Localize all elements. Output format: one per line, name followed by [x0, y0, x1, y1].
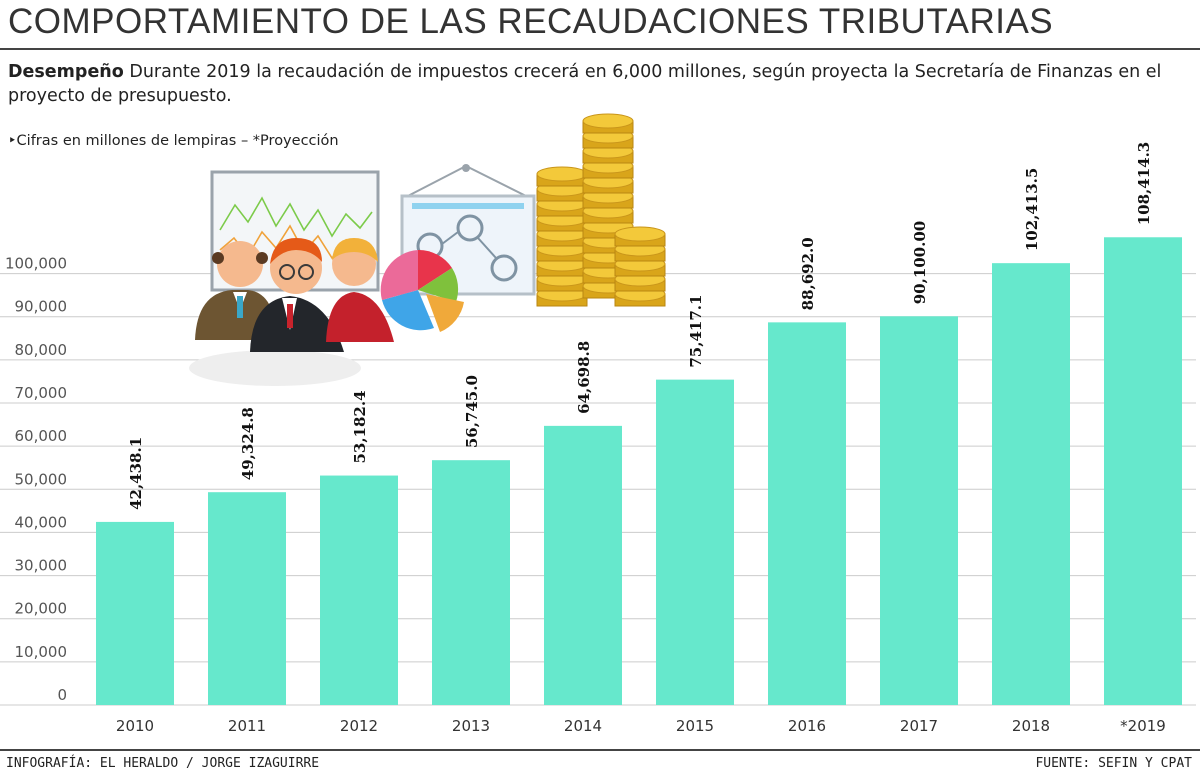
value-label: 56,745.0 [463, 375, 481, 448]
value-label: 49,324.8 [239, 407, 257, 480]
illustration [189, 113, 666, 386]
x-tick-label: 2017 [900, 717, 938, 735]
y-tick-label: 60,000 [15, 427, 68, 445]
value-label: 90,100.00 [911, 221, 929, 305]
y-tick-label: 80,000 [15, 341, 68, 359]
y-tick-label: 90,000 [15, 298, 68, 316]
value-label: 53,182.4 [351, 390, 369, 463]
description: Desempeño Durante 2019 la recaudación de… [8, 60, 1196, 108]
y-tick-label: 30,000 [15, 557, 68, 575]
y-tick-label: 0 [57, 686, 67, 704]
value-label: 88,692.0 [799, 237, 817, 310]
footer-divider [0, 749, 1200, 751]
bar [320, 475, 398, 705]
y-tick-label: 20,000 [15, 600, 68, 618]
bar [656, 379, 734, 705]
value-labels: 42,438.1 49,324.8 53,182.4 56,745.0 64,698.8… [127, 142, 1153, 510]
value-label: 75,417.1 [687, 295, 705, 368]
value-label: 108,414.3 [1135, 142, 1153, 226]
flowchart-board-icon [400, 164, 536, 296]
x-tick-label: 2014 [564, 717, 602, 735]
x-tick-label: 2010 [116, 717, 154, 735]
y-tick-label: 10,000 [15, 643, 68, 661]
bars [96, 237, 1182, 706]
business-people-icon [189, 238, 394, 386]
x-tick-label: 2011 [228, 717, 266, 735]
units-note: ‣Cifras en millones de lempiras – *Proye… [8, 133, 339, 149]
gold-coins-icon [536, 113, 666, 307]
credit-text: INFOGRAFÍA: EL HERALDO / JORGE IZAGUIRRE [6, 756, 320, 771]
x-axis-tick-labels: 2010 2011 2012 2013 2014 2015 2016 2017 2018 *201… [116, 717, 1166, 735]
title-divider [0, 48, 1200, 50]
x-tick-label: 2012 [340, 717, 378, 735]
bar [880, 316, 958, 705]
y-tick-label: 100,000 [5, 255, 67, 273]
bar [208, 492, 286, 705]
bar [1104, 237, 1182, 706]
page-title: COMPORTAMIENTO DE LAS RECAUDACIONES TRIB… [8, 2, 1054, 41]
x-tick-label: 2018 [1012, 717, 1050, 735]
value-label: 42,438.1 [127, 437, 145, 510]
value-label: 102,413.5 [1023, 168, 1041, 252]
description-text: Durante 2019 la recaudación de impuestos… [8, 62, 1162, 106]
bar [992, 263, 1070, 705]
x-tick-label: 2016 [788, 717, 826, 735]
source-text: FUENTE: SEFIN Y CPAT [1035, 756, 1192, 771]
bar-chart: 0 10,000 20,000 30,000 40,000 50,000 60,000 70,… [0, 113, 1196, 735]
x-tick-label: 2013 [452, 717, 490, 735]
pie-chart-icon [380, 249, 464, 332]
y-tick-label: 50,000 [15, 470, 68, 488]
bar [768, 322, 846, 705]
bar [432, 460, 510, 705]
x-tick-label: 2015 [676, 717, 714, 735]
bar [544, 425, 622, 705]
y-tick-label: 40,000 [15, 513, 68, 531]
bar [96, 521, 174, 705]
description-lead: Desempeño [8, 62, 124, 82]
y-axis-tick-labels: 0 10,000 20,000 30,000 40,000 50,000 60,000 70,… [5, 255, 67, 704]
x-tick-label: *2019 [1120, 717, 1166, 735]
y-tick-label: 70,000 [15, 384, 68, 402]
value-label: 64,698.8 [575, 341, 593, 414]
